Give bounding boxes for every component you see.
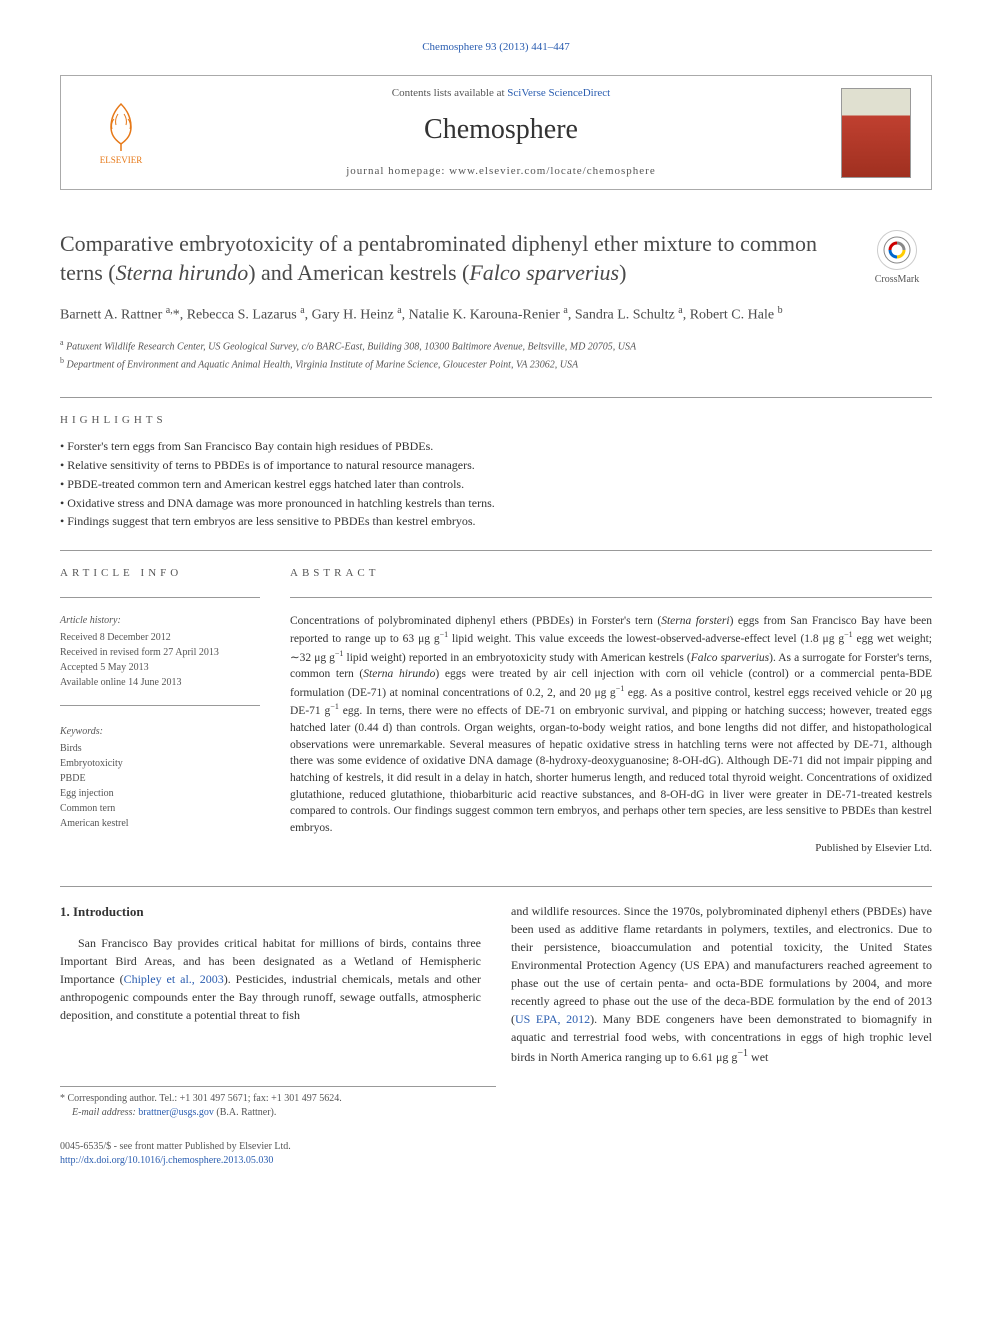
- keyword-item: Common tern: [60, 801, 260, 816]
- keywords-heading: Keywords:: [60, 724, 260, 739]
- highlight-item: Oxidative stress and DNA damage was more…: [60, 495, 932, 512]
- history-line: Available online 14 June 2013: [60, 675, 260, 690]
- elsevier-label: ELSEVIER: [100, 154, 143, 167]
- body-column-right: and wildlife resources. Since the 1970s,…: [511, 902, 932, 1066]
- body-column-left: 1. Introduction San Francisco Bay provid…: [60, 902, 481, 1066]
- intro-paragraph-2: and wildlife resources. Since the 1970s,…: [511, 902, 932, 1066]
- keywords-block: Keywords: BirdsEmbryotoxicityPBDEEgg inj…: [60, 724, 260, 831]
- email-label: E-mail address:: [72, 1107, 138, 1118]
- email-suffix: (B.A. Rattner).: [214, 1107, 277, 1118]
- authors-list: Barnett A. Rattner a,*, Rebecca S. Lazar…: [60, 303, 932, 326]
- highlight-item: Relative sensitivity of terns to PBDEs i…: [60, 457, 932, 474]
- journal-cover-thumbnail[interactable]: [841, 88, 911, 178]
- highlights-label: HIGHLIGHTS: [60, 413, 932, 428]
- contents-available: Contents lists available at SciVerse Sci…: [161, 86, 841, 101]
- section-divider: [60, 397, 932, 398]
- section-divider: [290, 597, 932, 598]
- homepage-url[interactable]: www.elsevier.com/locate/chemosphere: [449, 165, 656, 177]
- highlights-block: Forster's tern eggs from San Francisco B…: [60, 438, 932, 530]
- crossmark-badge[interactable]: CrossMark: [862, 230, 932, 287]
- article-title: Comparative embryotoxicity of a pentabro…: [60, 230, 842, 287]
- sciencedirect-link[interactable]: SciVerse ScienceDirect: [507, 87, 610, 99]
- intro-heading: 1. Introduction: [60, 902, 481, 922]
- highlights-list: Forster's tern eggs from San Francisco B…: [60, 438, 932, 530]
- keyword-item: Egg injection: [60, 786, 260, 801]
- section-divider: [60, 886, 932, 887]
- affiliations: a Patuxent Wildlife Research Center, US …: [60, 337, 932, 372]
- abstract-label: ABSTRACT: [290, 566, 932, 581]
- journal-header: ELSEVIER Contents lists available at Sci…: [60, 75, 932, 190]
- corr-email-link[interactable]: brattner@usgs.gov: [138, 1107, 214, 1118]
- elsevier-tree-icon: [96, 99, 146, 154]
- publisher-note: Published by Elsevier Ltd.: [290, 841, 932, 856]
- keyword-item: PBDE: [60, 771, 260, 786]
- history-line: Received 8 December 2012: [60, 630, 260, 645]
- copyright-line: 0045-6535/$ - see front matter Published…: [60, 1140, 932, 1154]
- corresponding-author-footnote: * Corresponding author. Tel.: +1 301 497…: [60, 1086, 496, 1120]
- journal-reference-link[interactable]: Chemosphere 93 (2013) 441–447: [60, 40, 932, 55]
- history-line: Received in revised form 27 April 2013: [60, 645, 260, 660]
- doi-link[interactable]: http://dx.doi.org/10.1016/j.chemosphere.…: [60, 1155, 273, 1166]
- highlight-item: Findings suggest that tern embryos are l…: [60, 513, 932, 530]
- keyword-item: Birds: [60, 741, 260, 756]
- section-divider: [60, 705, 260, 706]
- highlight-item: Forster's tern eggs from San Francisco B…: [60, 438, 932, 455]
- journal-name: Chemosphere: [161, 110, 841, 149]
- crossmark-label: CrossMark: [875, 273, 919, 287]
- article-history: Article history: Received 8 December 201…: [60, 613, 260, 690]
- keyword-item: Embryotoxicity: [60, 756, 260, 771]
- crossmark-icon: [877, 230, 917, 270]
- article-info-label: ARTICLE INFO: [60, 566, 260, 581]
- corr-author-line: * Corresponding author. Tel.: +1 301 497…: [60, 1092, 496, 1106]
- highlight-item: PBDE-treated common tern and American ke…: [60, 476, 932, 493]
- abstract-text: Concentrations of polybrominated dipheny…: [290, 613, 932, 837]
- footer: 0045-6535/$ - see front matter Published…: [60, 1140, 932, 1168]
- keyword-item: American kestrel: [60, 816, 260, 831]
- journal-ref-text: Chemosphere 93 (2013) 441–447: [422, 41, 570, 53]
- section-divider: [60, 550, 932, 551]
- elsevier-logo[interactable]: ELSEVIER: [81, 93, 161, 173]
- history-line: Accepted 5 May 2013: [60, 660, 260, 675]
- intro-paragraph-1: San Francisco Bay provides critical habi…: [60, 934, 481, 1024]
- header-center: Contents lists available at SciVerse Sci…: [161, 86, 841, 179]
- journal-homepage: journal homepage: www.elsevier.com/locat…: [161, 164, 841, 179]
- section-divider: [60, 597, 260, 598]
- history-heading: Article history:: [60, 613, 260, 628]
